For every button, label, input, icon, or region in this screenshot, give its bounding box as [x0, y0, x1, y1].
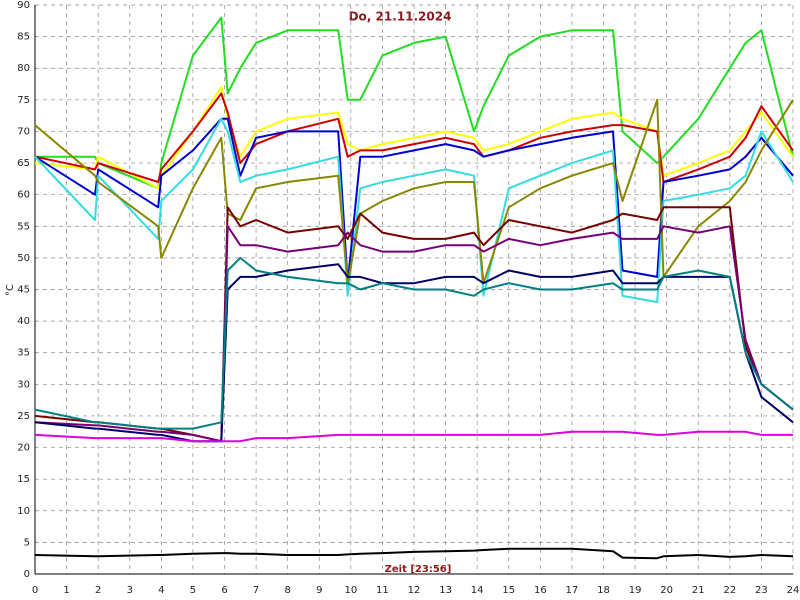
y-tick-label: 0 [24, 569, 30, 580]
series-line [34, 430, 793, 443]
series-line [35, 16, 794, 190]
y-tick-label: 20 [17, 443, 30, 454]
x-tick-label: 3 [127, 585, 133, 596]
x-tick-label: 1 [63, 585, 69, 596]
x-tick-label: 10 [344, 585, 357, 596]
y-tick-label: 25 [17, 411, 30, 422]
y-tick-label: 60 [17, 190, 30, 201]
series-line [34, 225, 794, 443]
x-tick-label: 14 [471, 585, 484, 596]
x-tick-label: 19 [629, 585, 642, 596]
x-tick-label: 2 [95, 585, 101, 596]
x-tick-label: 16 [534, 585, 547, 596]
x-tick-label: 6 [221, 585, 227, 596]
y-tick-label: 50 [17, 253, 30, 264]
series-line [34, 256, 794, 430]
series-line [34, 117, 794, 304]
x-tick-label: 15 [502, 585, 515, 596]
x-tick-label: 11 [376, 585, 389, 596]
x-tick-label: 24 [787, 585, 800, 596]
x-axis-label: Zeit [23:56] [385, 564, 452, 575]
y-tick-label: 85 [17, 32, 30, 43]
x-tick-label: 21 [692, 585, 705, 596]
y-tick-label: 40 [17, 316, 30, 327]
y-axis-label: °C [5, 284, 16, 296]
y-tick-label: 55 [17, 221, 30, 232]
x-tick-label: 18 [597, 585, 610, 596]
y-tick-label: 90 [17, 0, 30, 11]
x-tick-label: 0 [32, 585, 38, 596]
x-tick-label: 12 [408, 585, 421, 596]
y-tick-label: 80 [17, 63, 30, 74]
y-tick-label: 15 [17, 474, 30, 485]
series-line [34, 547, 794, 560]
x-tick-label: 4 [158, 585, 164, 596]
x-tick-label: 5 [190, 585, 196, 596]
y-tick-label: 45 [17, 285, 30, 296]
y-tick-label: 30 [17, 379, 30, 390]
x-tick-label: 8 [284, 585, 290, 596]
x-tick-label: 13 [439, 585, 452, 596]
series-line [34, 117, 794, 285]
y-tick-label: 10 [17, 506, 30, 517]
chart-title: Do, 21.11.2024 [349, 10, 452, 24]
y-tick-label: 35 [17, 348, 30, 359]
x-tick-label: 20 [660, 585, 673, 596]
x-tick-label: 17 [566, 585, 579, 596]
x-tick-label: 22 [723, 585, 736, 596]
y-tick-label: 75 [17, 95, 30, 106]
x-tick-label: 7 [253, 585, 259, 596]
y-tick-label: 65 [17, 158, 30, 169]
y-tick-label: 70 [17, 126, 30, 137]
y-tick-label: 5 [24, 537, 30, 548]
x-tick-label: 9 [316, 585, 322, 596]
x-tick-label: 23 [755, 585, 768, 596]
